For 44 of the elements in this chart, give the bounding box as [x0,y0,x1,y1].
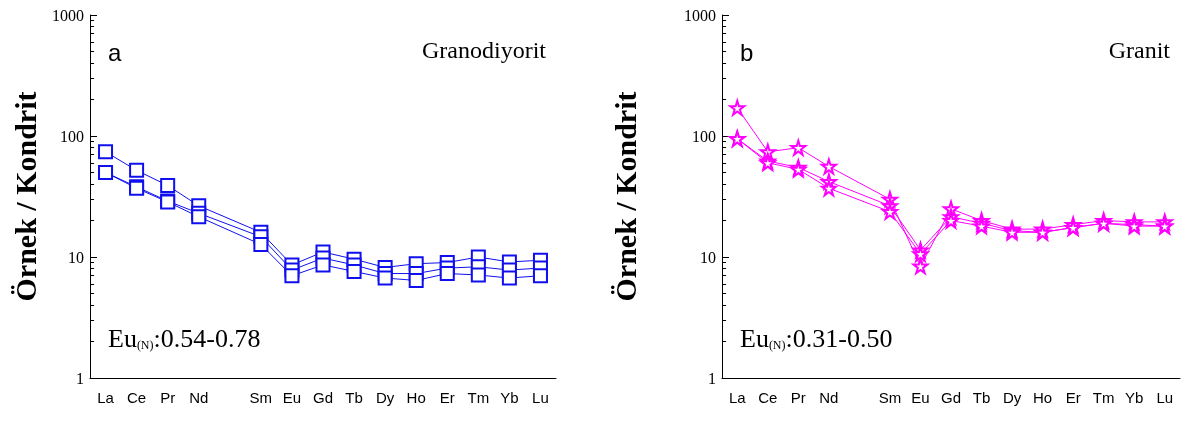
x-tick-label: Ho [406,389,426,406]
y-tick-label: 1000 [684,6,716,24]
x-tick-label: Gd [312,389,334,406]
x-tick-label: Sm [249,389,273,406]
x-tick-label: Dy [1002,389,1022,406]
x-tick-label: Yb [1125,389,1144,406]
y-axis-title: Örnek / Kondrit [608,91,642,302]
x-tick-label: Eu [911,389,930,406]
x-tick-label: Ce [127,389,147,406]
x-tick-label: Tm [1092,389,1115,406]
x-tick-label: Er [1065,389,1081,406]
x-tick-label: Ce [758,389,778,406]
x-tick-label: Er [439,389,455,406]
x-tick-label: Nd [819,389,839,406]
x-tick-label: Dy [375,389,395,406]
x-tick-label: Sm [878,389,902,406]
x-tick-label: La [728,389,747,406]
x-tick-label: Gd [940,389,962,406]
x-tick-label: Nd [189,389,209,406]
x-tick-label: Tb [972,389,991,406]
annotation: a [108,38,122,66]
x-tick-label: Yb [500,389,519,406]
y-tick-label: 100 [60,127,84,145]
annotation: Granit [1108,37,1171,63]
x-tick-label: Lu [1156,389,1174,406]
x-tick-label: Pr [790,389,806,406]
x-tick-label: Pr [160,389,176,406]
x-tick-label: Ho [1033,389,1053,406]
y-tick-label: 10 [700,248,716,266]
annotation: Eu(N):0.54-0.78 [108,323,261,353]
x-tick-label: La [97,389,115,406]
annotation: Eu(N):0.31-0.50 [740,323,893,353]
y-tick-label: 10 [68,248,84,266]
y-tick-label: 1 [76,369,84,387]
annotation: b [740,38,754,66]
y-tick-label: 1000 [52,6,84,24]
x-tick-label: Lu [532,389,549,406]
x-tick-label: Tm [467,389,490,406]
y-tick-label: 100 [692,127,716,145]
annotation: Granodiyorit [422,37,547,63]
x-tick-label: Eu [282,389,302,406]
y-axis-title: Örnek / Kondrit [8,91,42,302]
y-tick-label: 1 [708,369,716,387]
x-tick-label: Tb [345,389,363,406]
